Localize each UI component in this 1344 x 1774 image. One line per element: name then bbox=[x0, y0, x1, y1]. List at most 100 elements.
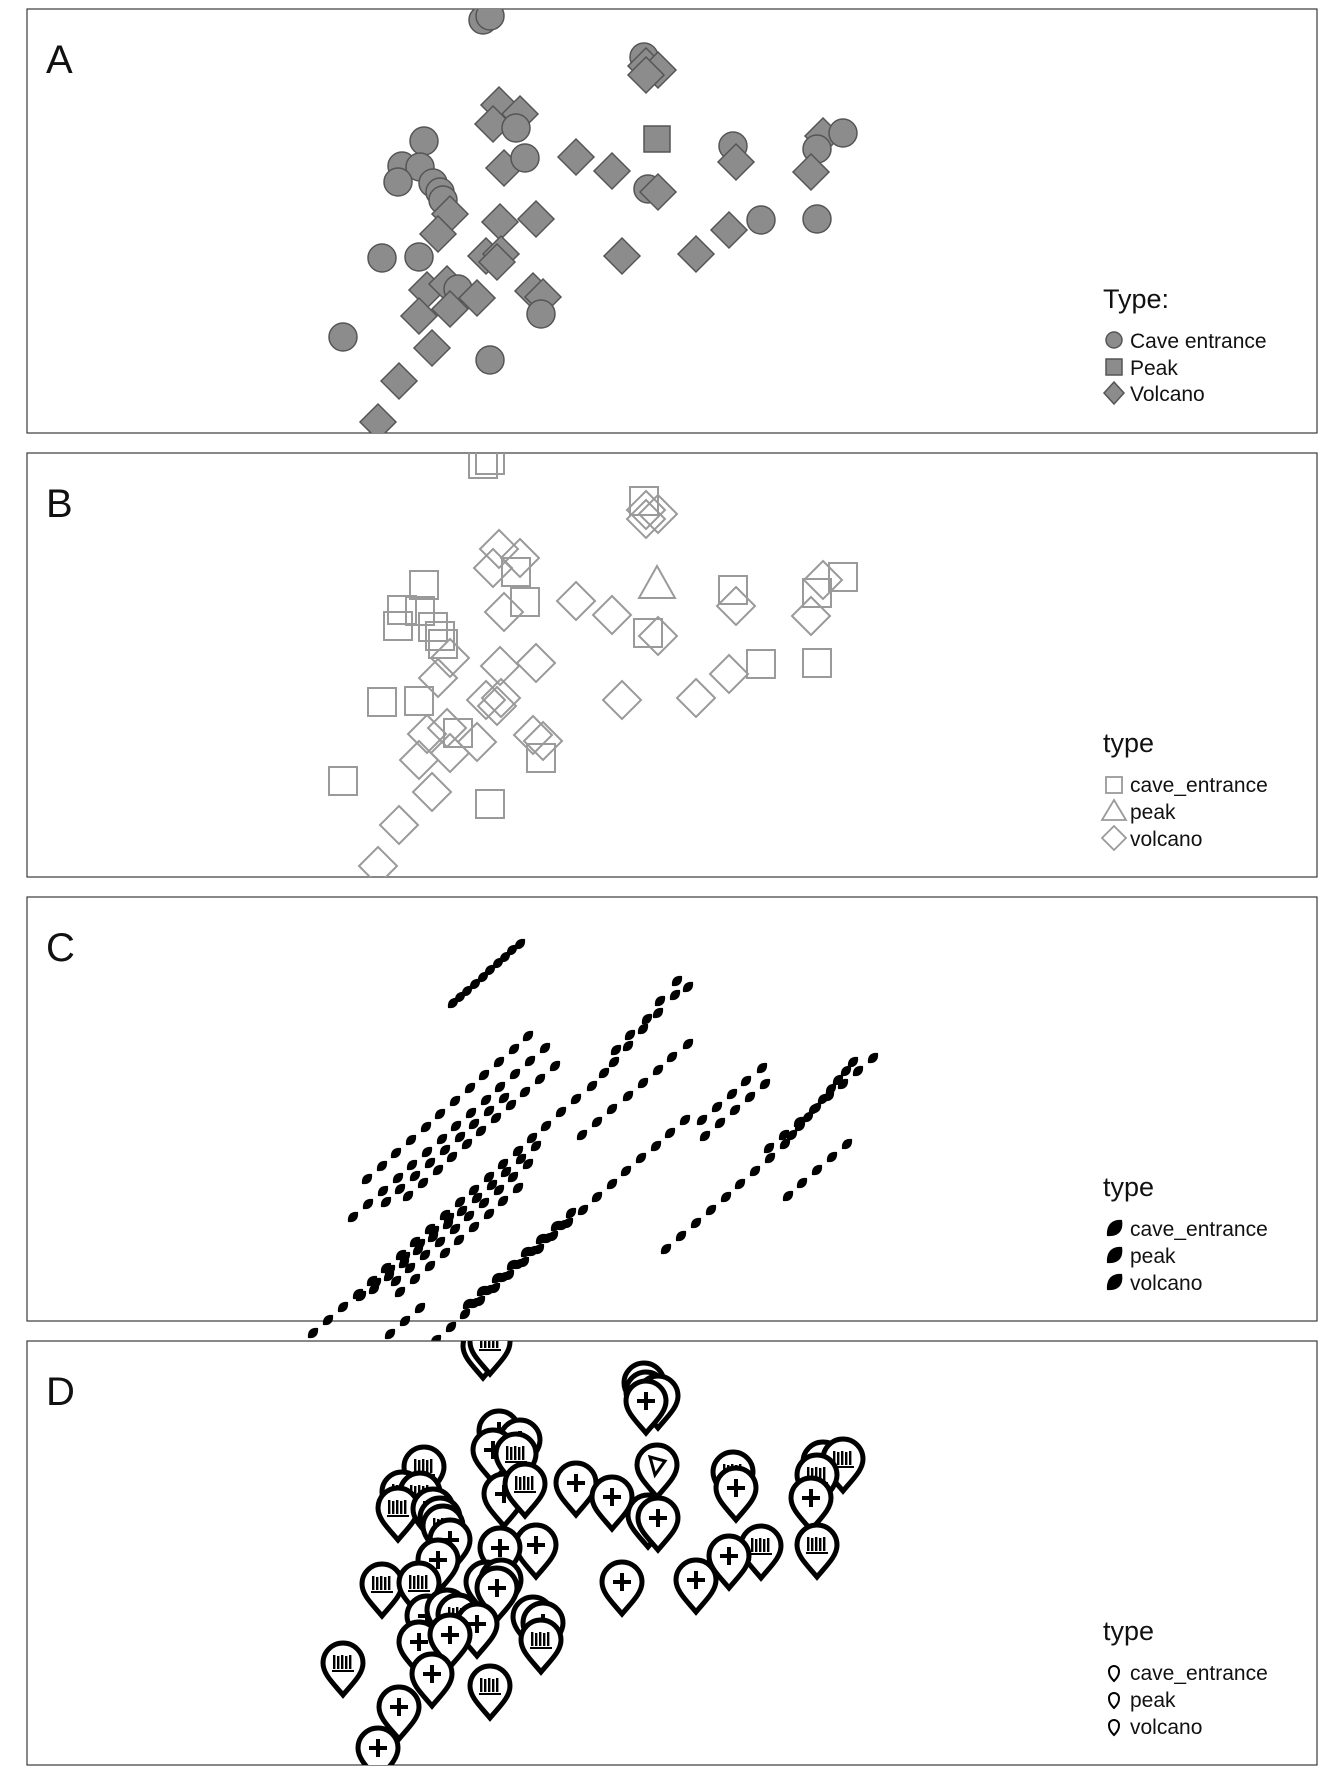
library-icon-book bbox=[539, 1632, 542, 1646]
point-b-volcano bbox=[675, 677, 717, 719]
panel-b-frame bbox=[26, 452, 1318, 878]
point-c-leaf bbox=[465, 1107, 477, 1119]
library-icon bbox=[505, 1446, 527, 1463]
library-icon-book bbox=[767, 1538, 770, 1552]
library-icon-book bbox=[535, 1633, 538, 1646]
library-icon-book bbox=[341, 1655, 344, 1669]
point-c-leaf bbox=[557, 1219, 569, 1231]
point-c-leaf bbox=[445, 1321, 457, 1333]
point-c-leaf bbox=[434, 1236, 446, 1248]
point-a-cave-entrance bbox=[802, 204, 832, 234]
library-icon-book bbox=[484, 1679, 487, 1692]
point-c-leaf bbox=[729, 1104, 741, 1116]
point-c-leaf bbox=[507, 1171, 519, 1183]
point-c-leaf bbox=[450, 1120, 462, 1132]
point-b-cave-entrance bbox=[475, 453, 505, 475]
library-icon-book bbox=[823, 1537, 826, 1551]
legend-d-label-peak: peak bbox=[1130, 1689, 1176, 1712]
point-c-leaf bbox=[498, 1271, 510, 1283]
library-icon-book bbox=[492, 1679, 495, 1692]
point-a-cave-entrance bbox=[383, 167, 413, 197]
point-c-leaf bbox=[370, 1277, 382, 1289]
library-icon-book bbox=[480, 1678, 483, 1692]
point-c-leaf bbox=[384, 1328, 396, 1340]
library-icon-book bbox=[547, 1632, 550, 1646]
library-icon-book bbox=[380, 1576, 383, 1590]
point-c-leaf bbox=[576, 1129, 588, 1141]
library-icon-book bbox=[531, 1476, 534, 1490]
point-c-leaf bbox=[497, 1158, 509, 1170]
library-icon-book bbox=[522, 1446, 525, 1460]
point-c-leaf bbox=[847, 1056, 859, 1068]
point-c-leaf bbox=[539, 1042, 551, 1054]
point-c-leaf bbox=[514, 938, 526, 950]
plus-icon bbox=[410, 1633, 428, 1651]
library-icon-book bbox=[372, 1576, 375, 1590]
panel-a-points bbox=[328, 9, 858, 433]
legend-b-key-peak bbox=[1100, 798, 1128, 821]
point-d-volcano bbox=[623, 1378, 669, 1437]
library-icon-book bbox=[506, 1446, 509, 1460]
point-c-leaf bbox=[404, 1262, 416, 1274]
point-b-volcano bbox=[515, 642, 557, 684]
library-icon-book bbox=[807, 1537, 810, 1551]
point-c-leaf bbox=[463, 1210, 475, 1222]
point-a-volcano bbox=[457, 278, 497, 318]
library-icon-book bbox=[751, 1538, 754, 1552]
point-c-leaf bbox=[734, 1178, 746, 1190]
point-c-leaf bbox=[409, 1170, 421, 1182]
legend-b-label-peak: peak bbox=[1130, 801, 1176, 824]
legend-c-label-peak: peak bbox=[1130, 1245, 1176, 1268]
point-a-volcano bbox=[556, 137, 596, 177]
point-c-leaf bbox=[608, 1056, 620, 1068]
point-c-leaf bbox=[524, 1055, 536, 1067]
point-c-leaf bbox=[456, 1205, 468, 1217]
point-c-leaf bbox=[591, 1191, 603, 1203]
library-icon-book bbox=[833, 1451, 836, 1465]
point-c-leaf bbox=[478, 1197, 490, 1209]
point-b-volcano bbox=[522, 720, 564, 762]
point-c-leaf bbox=[399, 1251, 411, 1263]
point-c-leaf bbox=[570, 1093, 582, 1105]
point-c-leaf bbox=[591, 1116, 603, 1128]
point-c-leaf bbox=[493, 1184, 505, 1196]
plus-icon bbox=[423, 1665, 441, 1683]
point-c-leaf bbox=[421, 1146, 433, 1158]
point-c-leaf bbox=[464, 1082, 476, 1094]
point-c-leaf bbox=[778, 1129, 790, 1141]
point-c-leaf bbox=[522, 1030, 534, 1042]
point-c-leaf bbox=[394, 1286, 406, 1298]
point-b-cave-entrance bbox=[802, 648, 832, 678]
point-c-leaf bbox=[690, 1217, 702, 1229]
library-icon-book bbox=[811, 1538, 814, 1551]
point-c-leaf bbox=[555, 1106, 567, 1118]
point-a-cave-entrance bbox=[475, 345, 505, 375]
point-b-volcano bbox=[708, 653, 750, 695]
point-c-leaf bbox=[471, 1192, 483, 1204]
point-c-leaf bbox=[549, 1060, 561, 1072]
point-c-leaf bbox=[832, 1074, 844, 1086]
library-icon-book bbox=[837, 1452, 840, 1465]
point-c-leaf bbox=[376, 1160, 388, 1172]
point-b-volcano bbox=[378, 804, 420, 846]
point-c-leaf bbox=[664, 1127, 676, 1139]
point-c-leaf bbox=[377, 1185, 389, 1197]
point-c-leaf bbox=[469, 1297, 481, 1309]
library-icon-book bbox=[823, 1467, 826, 1481]
point-b-cave-entrance bbox=[468, 453, 498, 479]
library-icon-book bbox=[414, 1459, 417, 1473]
point-c-leaf bbox=[509, 1068, 521, 1080]
library-icon bbox=[806, 1537, 828, 1554]
point-a-volcano bbox=[473, 104, 513, 144]
point-c-leaf bbox=[469, 978, 481, 990]
point-c-leaf bbox=[513, 1258, 525, 1270]
point-d-peak bbox=[634, 1442, 680, 1501]
plus-icon bbox=[802, 1489, 820, 1507]
library-icon-book bbox=[531, 1632, 534, 1646]
point-c-leaf bbox=[483, 1105, 495, 1117]
point-b-cave-entrance bbox=[328, 766, 358, 796]
point-b-peak bbox=[637, 563, 677, 599]
point-b-cave-entrance bbox=[510, 587, 540, 617]
plus-icon bbox=[390, 1698, 408, 1716]
library-icon-book bbox=[333, 1655, 336, 1669]
